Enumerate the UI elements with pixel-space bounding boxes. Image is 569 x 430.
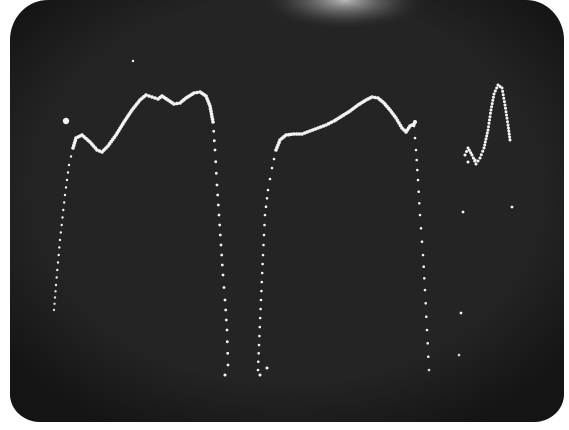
screen-vignette — [10, 0, 564, 422]
oscilloscope-screen — [10, 0, 564, 422]
trace-canvas — [10, 0, 564, 422]
